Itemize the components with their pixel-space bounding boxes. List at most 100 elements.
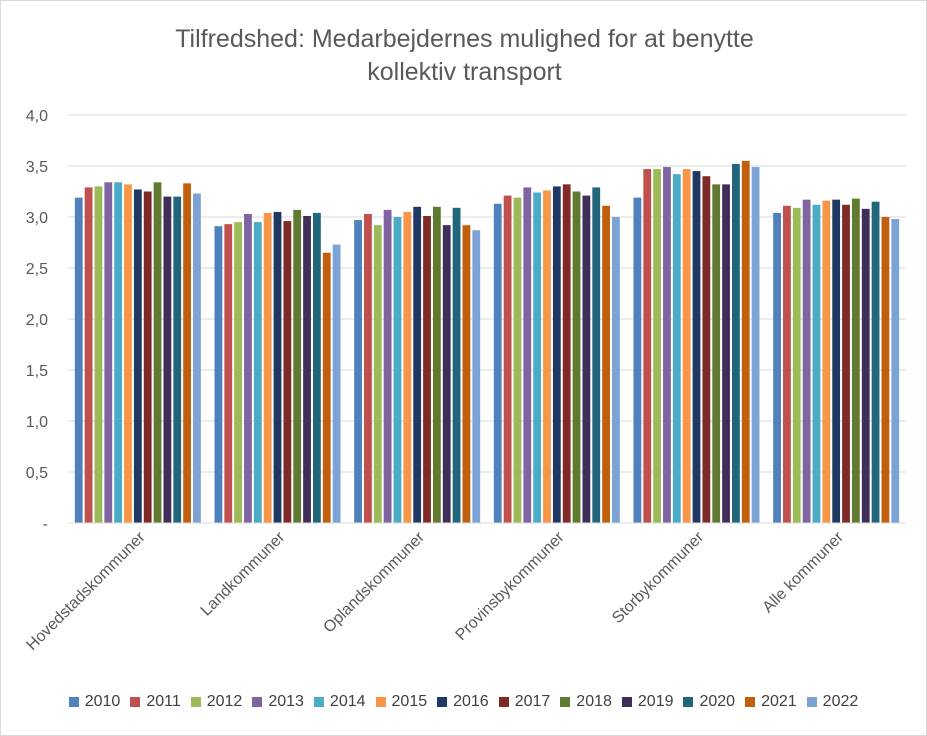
bar-2021-landkommuner	[322, 252, 331, 523]
bar-2018-storbykommuner	[712, 184, 721, 524]
bar-2021-alle-kommuner	[881, 217, 890, 523]
bar-2017-landkommuner	[283, 221, 292, 523]
legend-label: 2011	[146, 693, 181, 710]
legend-item-2020: 2020	[683, 693, 735, 711]
chart-title-line-1: Tilfredshed: Medarbejdernes mulighed for…	[175, 25, 754, 53]
bar-2010-alle-kommuner	[773, 212, 781, 524]
legend-swatch	[560, 697, 571, 707]
bar-2015-hovedstadskommuner	[124, 184, 132, 524]
bar-2012-provinsbykommuner	[513, 197, 522, 523]
bar-2022-oplandskommuner	[472, 230, 481, 523]
bar-2019-alle-kommuner	[861, 208, 870, 523]
legend-item-2010: 2010	[68, 693, 120, 711]
y-tick-label: 3,0	[26, 210, 48, 227]
legend-label: 2022	[822, 693, 859, 710]
bar-2016-provinsbykommuner	[552, 186, 561, 523]
bar-2012-hovedstadskommuner	[94, 186, 103, 523]
bar-2011-landkommuner	[224, 224, 233, 523]
bar-2014-provinsbykommuner	[533, 192, 542, 523]
bar-2022-storbykommuner	[751, 167, 760, 523]
x-category-label: Storbykommuner	[609, 528, 708, 627]
bar-2019-oplandskommuner	[442, 225, 451, 523]
legend-label: 2016	[453, 693, 489, 710]
y-tick-label: 4,0	[26, 108, 48, 125]
bar-2020-provinsbykommuner	[592, 187, 601, 524]
bar-2011-hovedstadskommuner	[84, 187, 93, 524]
bar-2011-alle-kommuner	[783, 205, 791, 523]
legend-label: 2015	[391, 693, 428, 710]
bar-2014-hovedstadskommuner	[114, 182, 123, 523]
bar-2017-oplandskommuner	[423, 215, 431, 524]
legend-item-2016: 2016	[437, 693, 489, 711]
bar-2015-provinsbykommuner	[543, 190, 551, 524]
bar-2015-alle-kommuner	[822, 200, 831, 523]
y-tick-label: 2,5	[26, 261, 48, 278]
legend-swatch	[437, 697, 448, 707]
bar-2019-hovedstadskommuner	[163, 196, 172, 523]
bar-2018-alle-kommuner	[851, 198, 860, 523]
bar-2018-hovedstadskommuner	[153, 182, 162, 523]
x-category-label: Provinsbykommuner	[453, 528, 569, 644]
bar-2010-provinsbykommuner	[493, 203, 502, 524]
bar-2015-storbykommuner	[682, 169, 691, 523]
chart-title-line-2: kollektiv transport	[367, 58, 562, 86]
bar-2022-landkommuner	[332, 244, 341, 524]
legend-swatch	[498, 697, 509, 707]
bar-2022-hovedstadskommuner	[193, 193, 201, 524]
legend-item-2011: 2011	[130, 693, 181, 711]
bar-2014-oplandskommuner	[393, 217, 402, 523]
bar-2022-alle-kommuner	[891, 219, 900, 524]
bar-2018-provinsbykommuner	[572, 191, 581, 523]
bar-2020-landkommuner	[313, 212, 321, 524]
bar-2018-landkommuner	[293, 209, 302, 524]
legend-item-2012: 2012	[190, 693, 242, 711]
bar-2020-oplandskommuner	[452, 207, 461, 523]
x-category-label: Oplandskommuner	[320, 528, 428, 636]
bar-2017-hovedstadskommuner	[143, 191, 152, 523]
bar-2017-storbykommuner	[702, 176, 711, 523]
bar-2017-alle-kommuner	[842, 204, 850, 523]
bar-2012-alle-kommuner	[792, 207, 801, 523]
legend-label: 2020	[699, 693, 736, 710]
legend-item-2019: 2019	[621, 693, 674, 711]
bar-2013-hovedstadskommuner	[104, 182, 113, 523]
y-tick-label: -	[43, 516, 48, 533]
legend-swatch	[683, 697, 694, 707]
bar-2016-hovedstadskommuner	[133, 189, 142, 523]
bar-2019-storbykommuner	[722, 184, 730, 524]
bar-2021-hovedstadskommuner	[183, 183, 191, 523]
bar-2013-alle-kommuner	[802, 199, 811, 523]
legend-item-2022: 2022	[806, 693, 859, 711]
bar-2017-provinsbykommuner	[562, 184, 571, 524]
bar-2019-landkommuner	[303, 215, 311, 524]
chart-title: Tilfredshed: Medarbejdernes mulighed for…	[1, 23, 927, 89]
legend-swatch	[130, 697, 141, 707]
legend-swatch	[375, 697, 386, 707]
legend-item-2014: 2014	[313, 693, 366, 711]
bar-2013-provinsbykommuner	[523, 187, 532, 524]
bar-2013-storbykommuner	[663, 167, 671, 523]
bar-2022-provinsbykommuner	[612, 217, 620, 523]
bar-2014-storbykommuner	[672, 174, 681, 523]
legend-item-2018: 2018	[560, 693, 612, 711]
bar-2013-oplandskommuner	[383, 209, 392, 524]
y-tick-label: 3,5	[26, 159, 48, 176]
bar-2014-landkommuner	[253, 222, 262, 523]
legend-item-2017: 2017	[498, 693, 550, 711]
legend-label: 2019	[637, 693, 674, 710]
legend-swatch	[313, 697, 324, 707]
bar-2016-storbykommuner	[692, 171, 701, 523]
legend-swatch	[190, 697, 201, 707]
bar-2019-provinsbykommuner	[582, 195, 591, 523]
bar-2013-landkommuner	[244, 213, 252, 523]
legend-label: 2014	[329, 693, 366, 710]
legend-swatch	[806, 697, 817, 707]
bar-2021-provinsbykommuner	[602, 205, 610, 523]
legend-label: 2018	[576, 693, 612, 710]
y-tick-label: 1,5	[26, 363, 48, 380]
bar-2010-storbykommuner	[633, 197, 642, 523]
x-category-label: Alle kommuner	[760, 528, 848, 616]
legend-item-2015: 2015	[375, 693, 428, 711]
bar-2020-hovedstadskommuner	[173, 196, 182, 523]
